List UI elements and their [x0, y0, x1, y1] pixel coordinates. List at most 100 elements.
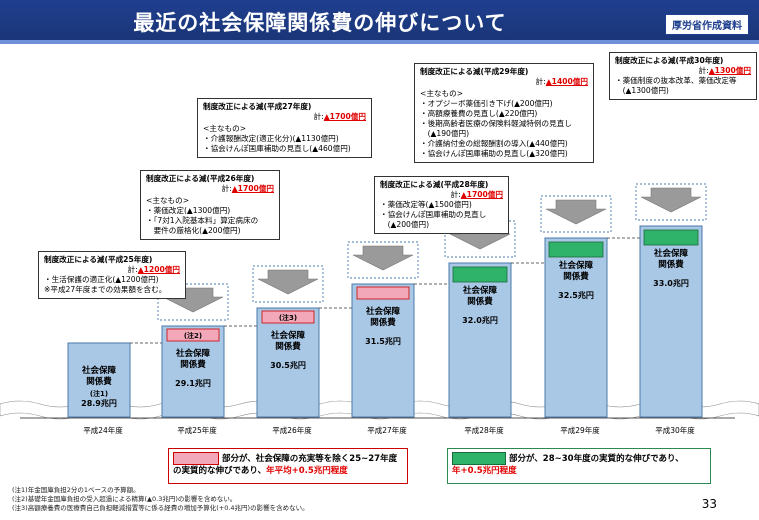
annotation-total: 計:▲1200億円	[44, 265, 180, 275]
title-bar: 最近の社会保障関係費の伸びについて 厚労省作成資料	[0, 0, 759, 44]
bar	[448, 262, 512, 418]
annotation-subheading: <主なもの>	[420, 89, 464, 98]
annotation-item: (▲200億円)	[380, 220, 430, 229]
annotation-total: 計:▲1700億円	[146, 184, 274, 194]
annotation-heading: 制度改正による減(平成25年度)	[44, 255, 153, 264]
reduction-annotation: 制度改正による減(平成29年度) 計:▲1400億円 <主なもの> ・オプジーボ薬価引…	[414, 63, 594, 163]
bar-title: 社会保障	[270, 330, 306, 341]
category-label: 平成24年度	[83, 425, 123, 435]
legend-green-swatch	[452, 452, 506, 465]
category-label: 平成25年度	[177, 425, 217, 435]
bar-title: 社会保障	[81, 365, 117, 376]
legend-pink: 部分が、社会保障の充実等を除く25~27年度の実質的な伸びであり、年平均+0.5…	[168, 448, 408, 484]
bar-note: (注3)	[279, 313, 297, 322]
annotation-total-prefix: 計:	[535, 77, 546, 86]
bar-value-label: 32.0兆円	[462, 315, 498, 325]
annotation-total: 計:▲1400億円	[420, 77, 588, 87]
category-label: 平成30年度	[655, 425, 695, 435]
bar-title: 関係費	[563, 271, 589, 282]
page-title: 最近の社会保障関係費の伸びについて	[133, 11, 507, 35]
bar-value-label: 30.5兆円	[270, 360, 306, 370]
bar-title: 関係費	[275, 341, 301, 352]
annotation-item: ・協会けんぽ国庫補助の見直し(▲320億円)	[420, 149, 568, 158]
reduction-box	[540, 195, 612, 233]
category-label: 平成29年度	[560, 425, 600, 435]
annotation-subheading: <主なもの>	[203, 124, 247, 133]
green-growth-band	[548, 241, 604, 258]
annotation-item: ・薬価改定(▲1300億円)	[146, 206, 231, 215]
green-growth-band	[643, 229, 699, 246]
category-label: 平成27年度	[367, 425, 407, 435]
footnotes: (注1)年金国庫負担2分の1ベースの予算額。 (注2)基礎年金国庫負担の受入超過…	[12, 486, 309, 513]
annotation-item: ・介護納付金の総報酬割の導入(▲440億円)	[420, 139, 568, 148]
annotation-total: 計:▲1700億円	[380, 190, 503, 200]
bar-title: 関係費	[467, 296, 493, 307]
annotation-total-prefix: 計:	[698, 66, 709, 75]
pink-growth-band	[261, 310, 315, 324]
annotation-item: ・「7対1入院基本料」算定病床の	[146, 216, 259, 225]
annotation-subheading: <主なもの>	[146, 196, 190, 205]
source-badge: 厚労省作成資料	[665, 14, 749, 35]
legend-pink-swatch	[173, 452, 219, 465]
reduction-box	[347, 241, 419, 279]
reduction-annotation: 制度改正による減(平成26年度) 計:▲1700億円 <主なもの> ・薬価改定(▲13…	[140, 170, 280, 240]
annotation-item: ・薬価改定等(▲1500億円)	[380, 200, 472, 209]
bar-value-label: 28.9兆円	[81, 398, 117, 408]
reduction-box	[444, 220, 516, 258]
bar	[639, 225, 703, 418]
bar-title: 社会保障	[653, 248, 689, 259]
bar	[544, 237, 608, 418]
bar-title: 関係費	[658, 259, 684, 270]
reduction-annotation: 制度改正による減(平成27年度) 計:▲1700億円 <主なもの> ・介護報酬改定(適…	[197, 98, 372, 158]
reduction-box	[157, 283, 229, 321]
bar-value-label: 29.1兆円	[175, 378, 211, 388]
pink-growth-band	[356, 286, 410, 300]
annotation-total-prefix: 計:	[127, 265, 138, 274]
annotation-total: 計:▲1700億円	[203, 112, 366, 122]
annotation-heading: 制度改正による減(平成28年度)	[380, 180, 489, 189]
bar-value-label: 32.5兆円	[558, 290, 594, 300]
bar-note: (注2)	[184, 331, 202, 340]
annotation-item: 要件の厳格化(▲200億円)	[146, 226, 241, 235]
annotation-total-amount: ▲1700億円	[460, 190, 503, 199]
reduction-annotation: 制度改正による減(平成25年度) 計:▲1200億円 ・生活保護の適正化(▲1200…	[38, 251, 186, 299]
annotation-item: ・薬価制度の抜本改革、薬価改定等	[615, 76, 737, 85]
bar	[256, 307, 320, 418]
legend-pink-text: 部分が、社会保障の充実等を除く25~27年度の実質的な伸びであり、	[173, 454, 398, 476]
bar-title: 社会保障	[558, 260, 594, 271]
annotation-total-amount: ▲1700億円	[231, 184, 274, 193]
bar	[351, 283, 415, 418]
bar-value-label: 31.5兆円	[365, 336, 401, 346]
bar-title: 社会保障	[175, 348, 211, 359]
annotation-total-prefix: 計:	[313, 112, 324, 121]
annotation-total-prefix: 計:	[221, 184, 232, 193]
legend-green-red: 年+0.5兆円程度	[452, 466, 517, 476]
reduction-annotation: 制度改正による減(平成28年度) 計:▲1700億円 ・薬価改定等(▲1500億円)…	[374, 176, 509, 234]
bar-title: 社会保障	[462, 285, 498, 296]
footnote-2: (注2)基礎年金国庫負担の受入超過による精算(▲0.3兆円)の影響を含めない。	[12, 495, 237, 503]
footnote-3: (注3)高額療養費の医療費自己負担軽減措置等に係る経費の増加予算化(+0.4兆円…	[12, 504, 309, 512]
reduction-annotation: 制度改正による減(平成30年度) 計:▲1300億円 ・薬価制度の抜本改革、薬価改定…	[609, 52, 757, 100]
annotation-total-amount: ▲1400億円	[545, 77, 588, 86]
annotation-total-amount: ▲1300億円	[708, 66, 751, 75]
pink-growth-band	[166, 328, 220, 342]
legend-green-text: 部分が、28~30年度の実質的な伸びであり、	[508, 454, 684, 464]
bar	[67, 342, 131, 418]
annotation-heading: 制度改正による減(平成30年度)	[615, 56, 724, 65]
reduction-box	[635, 183, 707, 221]
reduction-arrow	[545, 199, 607, 225]
bar-title: 関係費	[370, 317, 396, 328]
bar-title: 関係費	[86, 376, 112, 387]
reduction-box	[252, 265, 324, 303]
bar-title: 社会保障	[365, 306, 401, 317]
annotation-item: (▲190億円)	[420, 129, 470, 138]
annotation-item: ・協会けんぽ国庫補助の見直し	[380, 210, 487, 219]
page-number: 33	[701, 497, 717, 511]
annotation-item: ・オプジーボ薬価引き下げ(▲200億円)	[420, 99, 553, 108]
annotation-total: 計:▲1300億円	[615, 66, 751, 76]
category-label: 平成28年度	[464, 425, 504, 435]
annotation-heading: 制度改正による減(平成27年度)	[203, 102, 312, 111]
reduction-arrow	[352, 245, 414, 271]
annotation-total-amount: ▲1700億円	[323, 112, 366, 121]
annotation-item: (▲1300億円)	[615, 86, 669, 95]
